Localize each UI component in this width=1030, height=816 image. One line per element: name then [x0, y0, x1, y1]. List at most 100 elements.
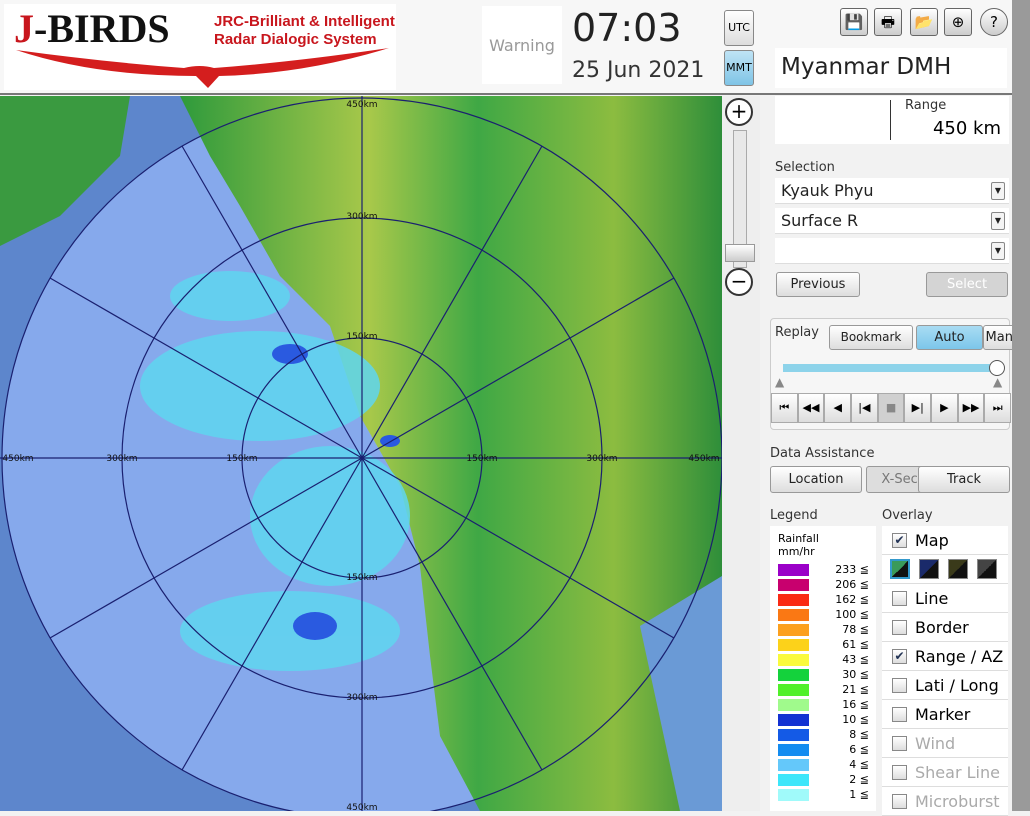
legend-title: Rainfall — [778, 532, 819, 545]
overlay-range-az[interactable]: ✔ Range / AZ — [882, 642, 1008, 671]
warning-indicator[interactable]: Warning — [482, 6, 562, 84]
checkbox[interactable] — [892, 793, 907, 809]
overlay-item-label: Border — [915, 617, 969, 637]
previous-button[interactable]: Previous — [776, 272, 860, 297]
map-style-swatch[interactable] — [948, 559, 968, 579]
checkbox[interactable] — [892, 677, 907, 693]
map-style-swatch[interactable] — [919, 559, 939, 579]
checkbox[interactable] — [892, 619, 907, 635]
fast-forward-button[interactable]: ▶▶ — [957, 393, 985, 423]
zoom-slider[interactable] — [733, 130, 747, 268]
start-marker-icon[interactable]: ▲ — [775, 375, 785, 389]
overlay-item-label: Marker — [915, 704, 971, 724]
header: J-BIRDS JRC-Brilliant & Intelligent Rada… — [0, 0, 1030, 95]
fast-back-button[interactable]: ◀◀ — [797, 393, 825, 423]
replay-timeline[interactable] — [783, 364, 993, 372]
legend-value: 4 ≦ — [849, 758, 869, 771]
map-style-swatch[interactable] — [890, 559, 910, 579]
utc-button[interactable]: UTC — [724, 10, 754, 46]
overlay-map[interactable]: ✔ Map — [882, 526, 1008, 555]
legend-swatch — [778, 713, 809, 726]
legend-item: 10 ≦ — [770, 712, 876, 727]
step-forward-icon: ▶| — [911, 401, 924, 414]
legend-value: 10 ≦ — [842, 713, 869, 726]
checkbox[interactable] — [892, 706, 907, 722]
print-icon: 🖶 — [880, 13, 896, 31]
range-label: Range — [905, 98, 947, 113]
legend-value: 78 ≦ — [842, 623, 869, 636]
step-forward-button[interactable]: ▶| — [904, 393, 932, 423]
legend-value: 206 ≦ — [835, 578, 869, 591]
zoom-out-icon[interactable]: − — [725, 268, 753, 296]
checkbox[interactable]: ✔ — [892, 648, 907, 664]
add-window-button[interactable]: ⊕ — [944, 8, 972, 36]
svg-text:J-BIRDS: J-BIRDS — [14, 6, 170, 51]
legend-value: 162 ≦ — [835, 593, 869, 606]
overlay-border[interactable]: Border — [882, 613, 1008, 642]
location-button[interactable]: Location — [770, 466, 862, 493]
j-birds-logo: J-BIRDS JRC-Brilliant & Intelligent Rada… — [4, 4, 396, 90]
folder-icon: 📂 — [914, 13, 934, 31]
legend-item: 100 ≦ — [770, 607, 876, 622]
mmt-button[interactable]: MMT — [724, 50, 754, 86]
legend-value: 100 ≦ — [835, 608, 869, 621]
select-button[interactable]: Select — [926, 272, 1008, 297]
legend-item: 16 ≦ — [770, 697, 876, 712]
overlay-item-label: Wind — [915, 733, 956, 753]
checkbox[interactable] — [892, 735, 907, 751]
step-back-button[interactable]: |◀ — [851, 393, 878, 423]
ring-label-450: 450km — [688, 454, 719, 464]
legend-swatch — [778, 653, 809, 666]
open-button[interactable]: 📂 — [910, 8, 938, 36]
legend-item: 6 ≦ — [770, 742, 876, 757]
legend-value: 21 ≦ — [842, 683, 869, 696]
zoom-in-icon[interactable]: + — [725, 98, 753, 126]
play-button[interactable]: ▶ — [931, 393, 958, 423]
range-value[interactable]: 450 km — [932, 118, 1001, 139]
legend-swatch — [778, 728, 809, 741]
print-button[interactable]: 🖶 — [874, 8, 902, 36]
back-button[interactable]: ◀ — [824, 393, 852, 423]
timeline-handle[interactable] — [989, 360, 1005, 376]
rain-echoes — [140, 271, 410, 671]
third-select[interactable]: ▼ — [775, 238, 1009, 264]
station-select[interactable]: Kyauk Phyu ▼ — [775, 178, 1009, 204]
legend-swatch — [778, 578, 809, 591]
end-marker-icon[interactable]: ▲ — [993, 375, 1003, 389]
chevron-down-icon: ▼ — [991, 212, 1005, 230]
legend-swatch — [778, 593, 809, 606]
scrollbar[interactable] — [1012, 0, 1030, 811]
add-window-icon: ⊕ — [951, 13, 965, 31]
last-button[interactable]: ⏭ — [984, 393, 1012, 423]
track-button[interactable]: Track — [918, 466, 1010, 493]
legend-swatch — [778, 683, 809, 696]
checkbox[interactable] — [892, 590, 907, 606]
legend-value: 43 ≦ — [842, 653, 869, 666]
overlay-shear-line[interactable]: Shear Line — [882, 758, 1008, 787]
stop-icon: ■ — [885, 401, 897, 414]
legend-swatch — [778, 773, 809, 786]
map-style-swatch[interactable] — [977, 559, 997, 579]
bookmark-button[interactable]: Bookmark — [829, 325, 913, 350]
legend-swatch — [778, 668, 809, 681]
save-button[interactable]: 💾 — [840, 8, 868, 36]
help-button[interactable]: ? — [980, 8, 1008, 36]
overlay-microburst[interactable]: Microburst — [882, 787, 1008, 816]
overlay-marker[interactable]: Marker — [882, 700, 1008, 729]
overlay-wind[interactable]: Wind — [882, 729, 1008, 758]
auto-button[interactable]: Auto — [916, 325, 983, 350]
stop-button[interactable]: ■ — [877, 393, 905, 423]
last-icon: ⏭ — [992, 401, 1003, 414]
help-icon: ? — [990, 13, 998, 31]
checkbox[interactable] — [892, 764, 907, 780]
overlay-lati-long[interactable]: Lati / Long — [882, 671, 1008, 700]
legend-value: 233 ≦ — [835, 563, 869, 576]
radar-map[interactable]: 150km 300km 450km 150km 300km 450km 150k… — [0, 96, 722, 811]
zoom-slider-handle[interactable] — [725, 244, 755, 262]
legend-value: 16 ≦ — [842, 698, 869, 711]
product-select[interactable]: Surface R ▼ — [775, 208, 1009, 234]
overlay-item-label: Lati / Long — [915, 675, 999, 695]
first-button[interactable]: ⏮ — [771, 393, 798, 423]
checkbox[interactable]: ✔ — [892, 532, 907, 548]
overlay-line[interactable]: Line — [882, 584, 1008, 613]
